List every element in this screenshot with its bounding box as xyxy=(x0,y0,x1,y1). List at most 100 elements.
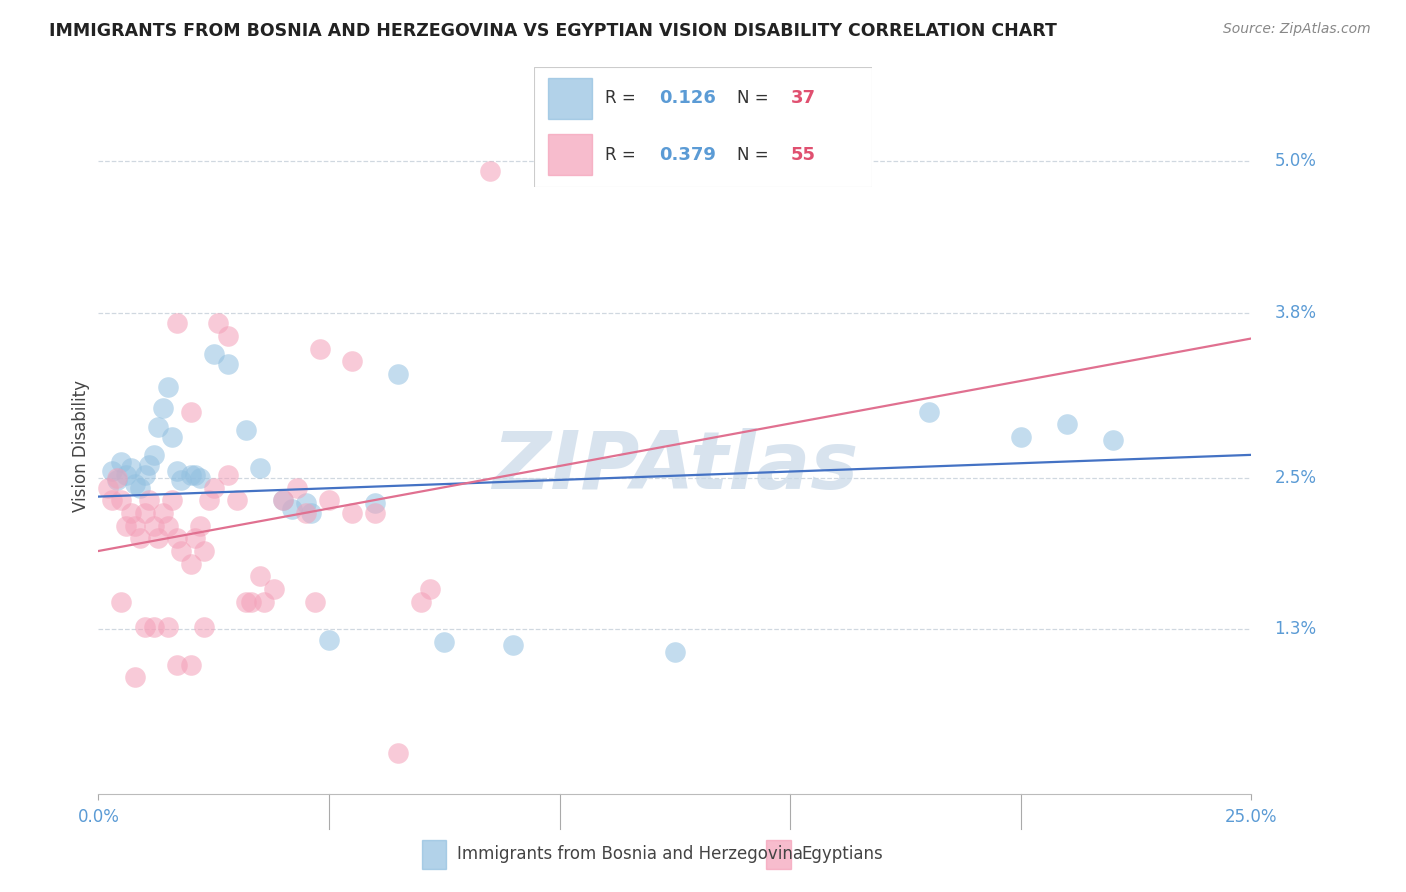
Point xyxy=(202,481,225,495)
Point xyxy=(1056,417,1078,432)
Point xyxy=(184,468,207,483)
Point xyxy=(295,506,318,520)
Point xyxy=(129,481,152,495)
Point xyxy=(285,481,308,495)
Point xyxy=(166,316,188,330)
Point xyxy=(318,493,340,508)
Point xyxy=(271,493,294,508)
Point xyxy=(115,518,138,533)
Point xyxy=(148,420,170,434)
Text: Egyptians: Egyptians xyxy=(801,845,883,863)
Point xyxy=(217,468,239,483)
Text: N =: N = xyxy=(737,145,773,164)
Point xyxy=(281,502,304,516)
Text: 5.0%: 5.0% xyxy=(1274,153,1316,170)
Point xyxy=(1102,433,1125,447)
Point xyxy=(419,582,441,596)
Point xyxy=(124,671,146,685)
Point xyxy=(433,635,456,649)
Point xyxy=(318,632,340,647)
Point xyxy=(340,354,363,368)
Point xyxy=(101,493,124,508)
Point xyxy=(263,582,285,596)
Point xyxy=(166,532,188,546)
Point xyxy=(129,532,152,546)
Text: Immigrants from Bosnia and Herzegovina: Immigrants from Bosnia and Herzegovina xyxy=(457,845,803,863)
Point xyxy=(152,506,174,520)
Point xyxy=(120,506,142,520)
Point xyxy=(166,464,188,478)
Text: 0.379: 0.379 xyxy=(659,145,716,164)
Point xyxy=(142,518,165,533)
Text: ZIPAtlas: ZIPAtlas xyxy=(492,428,858,506)
Point xyxy=(364,496,387,510)
Point xyxy=(202,346,225,360)
Point xyxy=(115,468,138,483)
Point xyxy=(299,506,322,520)
Point xyxy=(193,620,215,634)
Point xyxy=(340,506,363,520)
Point xyxy=(134,468,156,483)
Y-axis label: Vision Disability: Vision Disability xyxy=(72,380,90,512)
Text: N =: N = xyxy=(737,89,773,107)
Text: R =: R = xyxy=(605,89,641,107)
Point xyxy=(387,747,409,761)
Point xyxy=(235,594,257,608)
Point xyxy=(160,493,183,508)
Point xyxy=(156,379,179,393)
Point xyxy=(479,164,502,178)
Point xyxy=(411,594,433,608)
Point xyxy=(180,405,202,419)
Point xyxy=(180,657,202,672)
Point xyxy=(917,405,939,419)
Point xyxy=(156,518,179,533)
Point xyxy=(170,473,193,487)
Point xyxy=(217,357,239,371)
Text: IMMIGRANTS FROM BOSNIA AND HERZEGOVINA VS EGYPTIAN VISION DISABILITY CORRELATION: IMMIGRANTS FROM BOSNIA AND HERZEGOVINA V… xyxy=(49,22,1057,40)
Point xyxy=(184,532,207,546)
FancyBboxPatch shape xyxy=(534,67,872,187)
Point xyxy=(253,594,276,608)
Text: 37: 37 xyxy=(790,89,815,107)
Point xyxy=(249,460,271,475)
Point xyxy=(110,594,132,608)
Point xyxy=(148,532,170,546)
Point xyxy=(188,470,211,484)
Point xyxy=(142,448,165,462)
Point xyxy=(217,329,239,343)
Point xyxy=(235,423,257,437)
Point xyxy=(142,620,165,634)
Point xyxy=(170,544,193,558)
Point xyxy=(166,657,188,672)
Point xyxy=(664,645,686,659)
Point xyxy=(138,458,160,472)
Point xyxy=(225,493,247,508)
Bar xyxy=(548,135,592,175)
Point xyxy=(1010,430,1032,444)
Text: 55: 55 xyxy=(790,145,815,164)
Point xyxy=(110,493,132,508)
Text: Source: ZipAtlas.com: Source: ZipAtlas.com xyxy=(1223,22,1371,37)
Point xyxy=(239,594,262,608)
Point xyxy=(124,477,146,491)
Text: 3.8%: 3.8% xyxy=(1274,304,1316,322)
Point xyxy=(304,594,326,608)
Point xyxy=(502,638,524,652)
Point xyxy=(152,401,174,415)
Point xyxy=(364,506,387,520)
Point xyxy=(110,455,132,469)
Point xyxy=(180,468,202,483)
Point xyxy=(156,620,179,634)
Point xyxy=(120,460,142,475)
Text: R =: R = xyxy=(605,145,641,164)
Point xyxy=(271,493,294,508)
Point xyxy=(387,367,409,381)
Bar xyxy=(766,840,790,869)
Text: 0.126: 0.126 xyxy=(659,89,716,107)
Point xyxy=(124,518,146,533)
Point xyxy=(134,620,156,634)
Point xyxy=(97,481,120,495)
Point xyxy=(249,569,271,583)
Point xyxy=(188,518,211,533)
Bar xyxy=(422,840,447,869)
